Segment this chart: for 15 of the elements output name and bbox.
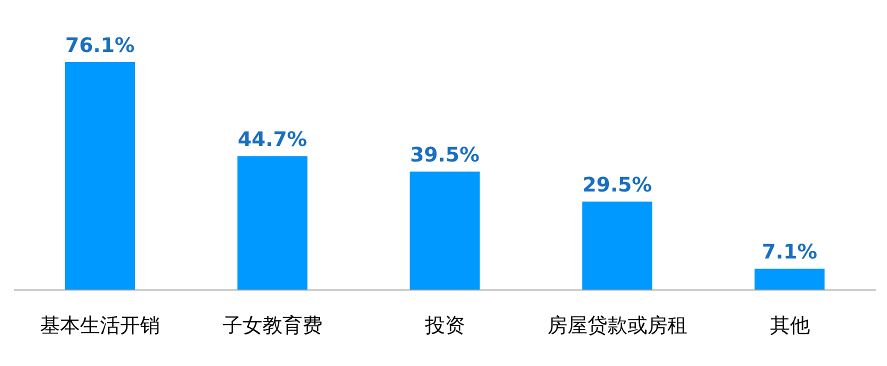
bar	[582, 202, 652, 290]
bar	[65, 62, 135, 290]
bar	[754, 268, 825, 290]
data-label: 39.5%	[410, 142, 480, 167]
data-label: 76.1%	[65, 33, 135, 57]
x-tick-label: 子女教育费	[222, 313, 323, 338]
data-label: 44.7%	[238, 127, 308, 152]
bar	[410, 172, 480, 290]
bar	[237, 156, 308, 290]
x-tick-label: 其他	[770, 313, 810, 338]
x-tick-label: 投资	[424, 313, 465, 338]
x-tick-label: 房屋贷款或房租	[547, 313, 688, 338]
data-label: 7.1%	[762, 240, 818, 264]
x-tick-label: 基本生活开销	[40, 313, 160, 338]
data-label: 29.5%	[582, 172, 652, 197]
